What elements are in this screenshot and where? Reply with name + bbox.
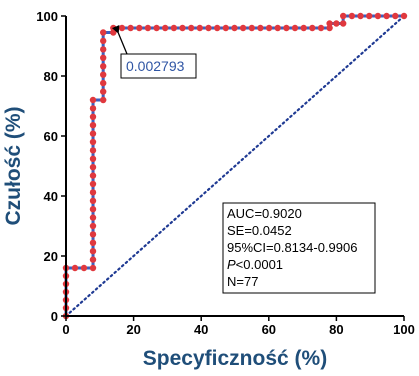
y-tick-label: 0: [51, 309, 58, 324]
roc-point: [326, 20, 333, 27]
roc-point: [231, 24, 238, 32]
roc-point: [100, 63, 107, 70]
cutoff-callout: 0.002793: [111, 25, 197, 79]
roc-point: [326, 24, 333, 32]
x-tick-label: 40: [194, 322, 208, 337]
x-axis-title: Specyficzność (%): [143, 347, 327, 370]
roc-point: [144, 24, 152, 32]
stats-box: AUC=0.9020 SE=0.0452 95%CI=0.8134-0.9906…: [222, 202, 376, 294]
stat-n: N=77: [227, 274, 258, 289]
roc-point: [136, 24, 143, 32]
roc-point: [383, 12, 390, 20]
roc-point: [89, 155, 97, 162]
roc-point: [89, 180, 97, 188]
roc-point: [118, 24, 126, 32]
roc-point: [348, 12, 356, 20]
x-tick-label: 20: [126, 322, 140, 337]
stat-ci: 95%CI=0.8134-0.9906: [227, 240, 357, 255]
roc-point: [89, 105, 97, 112]
roc-point: [214, 24, 221, 32]
callout-box: [120, 53, 197, 79]
roc-point: [89, 197, 97, 204]
roc-point: [300, 24, 307, 32]
y-tick-label: 20: [44, 249, 58, 264]
stat-p-symbol: P: [227, 257, 236, 272]
roc-point: [89, 122, 97, 129]
roc-point: [89, 147, 97, 154]
roc-point: [89, 138, 97, 146]
roc-point: [162, 24, 169, 32]
roc-point: [283, 24, 290, 32]
roc-point: [100, 54, 107, 61]
roc-point: [265, 24, 273, 32]
roc-point: [340, 20, 347, 27]
roc-point: [89, 189, 97, 196]
roc-point: [89, 113, 97, 121]
roc-point: [110, 24, 117, 32]
roc-point: [170, 24, 178, 32]
stat-p-value: <0.0001: [236, 257, 283, 272]
stat-auc: AUC=0.9020: [227, 206, 302, 221]
roc-point: [71, 264, 79, 272]
y-tick-label: 100: [36, 9, 58, 24]
x-tick-label: 100: [393, 322, 415, 337]
x-tick-label: 60: [262, 322, 276, 337]
roc-point: [366, 12, 373, 20]
roc-point: [400, 12, 408, 20]
y-axis-title: Czułość (%): [2, 106, 25, 225]
y-tick-label: 80: [44, 69, 58, 84]
roc-point: [100, 37, 107, 45]
callout-arrow: [111, 25, 128, 55]
x-tick-label: 0: [62, 322, 69, 337]
roc-point: [89, 222, 97, 230]
y-tick-label: 40: [44, 189, 58, 204]
roc-point: [89, 172, 97, 179]
roc-point: [179, 24, 186, 32]
roc-point: [100, 79, 107, 87]
roc-point: [89, 239, 97, 246]
roc-point: [239, 24, 247, 32]
roc-point: [89, 130, 97, 137]
roc-point: [153, 24, 160, 32]
reference-diagonal: [64, 14, 406, 318]
roc-point: [89, 264, 97, 272]
roc-point: [89, 164, 97, 171]
roc-point: [274, 24, 281, 32]
stat-se: SE=0.0452: [227, 223, 292, 238]
y-tick-label: 60: [44, 129, 58, 144]
roc-point: [100, 96, 107, 104]
roc-point: [89, 214, 97, 221]
roc-point: [89, 231, 97, 238]
roc-point: [248, 24, 255, 32]
stats-border: [222, 202, 376, 294]
roc-point: [89, 96, 97, 104]
roc-point: [127, 24, 134, 32]
roc-point: [309, 24, 316, 32]
roc-point: [374, 12, 382, 20]
roc-point: [89, 206, 97, 213]
x-tick-label: 80: [329, 322, 343, 337]
roc-point: [89, 248, 97, 255]
roc-point: [196, 24, 203, 32]
roc-point: [333, 20, 340, 27]
roc-point: [80, 264, 88, 272]
roc-point: [100, 46, 107, 53]
roc-point: [392, 12, 399, 20]
roc-point: [100, 88, 107, 95]
roc-point: [222, 24, 229, 32]
roc-point: [205, 24, 212, 32]
roc-point: [89, 256, 97, 263]
callout-label: 0.002793: [126, 58, 185, 74]
roc-point: [340, 12, 347, 20]
roc-point: [291, 24, 299, 32]
stat-p: P<0.0001: [227, 257, 283, 272]
roc-point: [357, 12, 364, 20]
roc-point: [100, 71, 107, 78]
roc-point: [188, 24, 195, 32]
roc-point: [257, 24, 264, 32]
roc-point: [317, 24, 325, 32]
roc-point: [100, 29, 107, 36]
